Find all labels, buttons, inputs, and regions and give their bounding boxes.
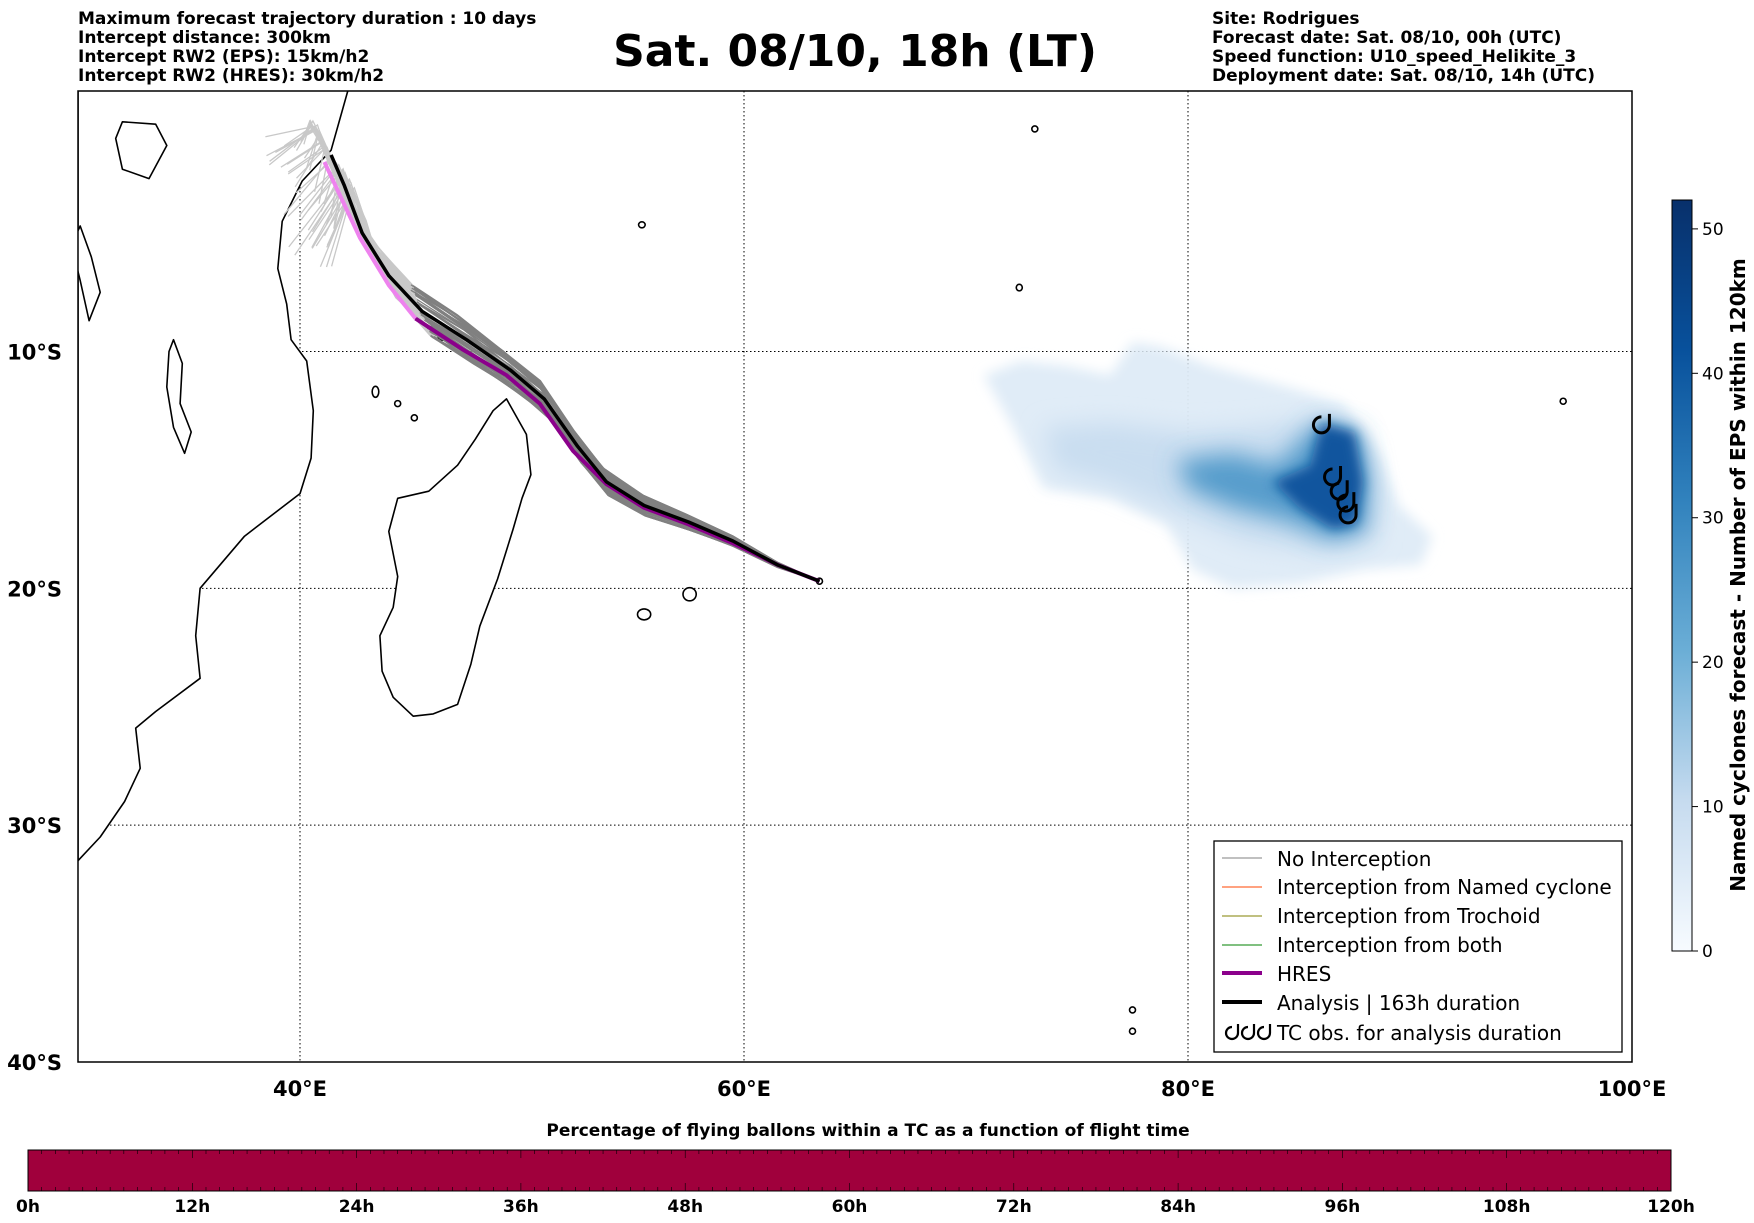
timebar-minor-ticks	[27, 1150, 1672, 1191]
flight-time-bar: Percentage of flying ballons within a TC…	[16, 1121, 1695, 1217]
timebar-tick-label: 36h	[503, 1197, 539, 1217]
eps-trajectory-early-segment	[307, 167, 429, 322]
legend-label: Interception from Trochoid	[1277, 904, 1541, 928]
amsterdam-island	[1128, 1006, 1137, 1014]
cyclone-core-area	[1272, 422, 1364, 530]
hres-track-line-late	[322, 161, 417, 320]
eps-trajectory-early-segment	[290, 127, 416, 293]
timebar-tick-labels: 0h 12h 24h 36h 48h 60h 72h 84h 96h 108h 120h	[16, 1197, 1695, 1217]
latitude-tick-label: 40°S	[7, 1051, 62, 1075]
header-right-line: Forecast date: Sat. 08/10, 00h (UTC)	[1212, 28, 1561, 48]
coastlines	[78, 91, 1567, 1036]
cyclone-symbol-icon	[1311, 413, 1331, 435]
legend-box	[1213, 840, 1623, 1053]
legend-label: TC obs. for analysis duration	[1276, 1021, 1562, 1045]
legend-label: Interception from both	[1277, 933, 1503, 957]
latitude-tick-label: 10°S	[7, 341, 62, 365]
colorbar-label: Named cyclones forecast - Number of EPS …	[1726, 258, 1750, 892]
cyclone-density-field	[983, 342, 1433, 589]
timebar-tick-label: 108h	[1483, 1197, 1531, 1217]
header-left-line: Intercept RW2 (HRES): 30km/h2	[78, 66, 384, 86]
cyclone-symbol-icon	[1240, 1024, 1256, 1041]
timebar-tick-label: 12h	[174, 1197, 210, 1217]
colorbar-tick-label: 10	[1702, 798, 1724, 818]
cocos-island	[1559, 397, 1567, 406]
timebar-tick-label: 60h	[832, 1197, 868, 1217]
header-left-line: Intercept distance: 300km	[78, 28, 331, 48]
lake-victoria-outline	[114, 121, 168, 180]
seychelles-island	[637, 221, 646, 229]
colorbar-tick-label: 50	[1702, 220, 1724, 240]
cyclone-symbol-icon	[1323, 466, 1343, 487]
tc-observations	[1311, 413, 1358, 525]
timebar-title: Percentage of flying ballons within a TC…	[546, 1121, 1189, 1141]
cyclone-symbol-icon	[1256, 1024, 1272, 1041]
header-right-line: Site: Rodrigues	[1212, 9, 1360, 29]
latitude-tick-label: 30°S	[7, 814, 62, 838]
gridlines	[78, 91, 1632, 1062]
colorbar-tick-label: 0	[1702, 942, 1713, 962]
colorbar-gradient	[1671, 199, 1693, 952]
colorbar-tick-label: 20	[1702, 653, 1724, 673]
lake-tanganyika-outline	[78, 225, 101, 322]
chagos-island	[1015, 283, 1024, 292]
map-frame	[77, 90, 1633, 1063]
analysis-track-line	[329, 154, 821, 583]
cyclone-symbol-icon	[1338, 503, 1358, 525]
longitude-tick-label: 60°E	[717, 1077, 771, 1101]
timebar-tick-label: 120h	[1647, 1197, 1695, 1217]
legend: No Interception Interception from Named …	[1213, 840, 1623, 1053]
header-right: Site: Rodrigues Forecast date: Sat. 08/1…	[1212, 9, 1595, 86]
timebar-tick-label: 72h	[996, 1197, 1032, 1217]
latitude-tick-labels: 10°S 20°S 30°S 40°S	[7, 341, 62, 1075]
timebar-tick-label: 24h	[339, 1197, 375, 1217]
latitude-tick-label: 20°S	[7, 577, 62, 601]
legend-label: Interception from Named cyclone	[1277, 875, 1612, 899]
colorbar-ticks: 0 10 20 30 40 50	[1692, 220, 1724, 962]
longitude-tick-label: 80°E	[1161, 1077, 1215, 1101]
map-area	[78, 91, 1632, 1062]
longitude-tick-labels: 40°E 60°E 80°E 100°E	[273, 1077, 1666, 1101]
mayotte-island	[410, 414, 419, 422]
timebar-tick-label: 84h	[1160, 1197, 1196, 1217]
eps-trajectory	[433, 337, 820, 582]
longitude-tick-label: 40°E	[273, 1077, 327, 1101]
timebar-tick-label: 0h	[16, 1197, 40, 1217]
st-paul-island	[1128, 1027, 1137, 1036]
header-left-line: Intercept RW2 (EPS): 15km/h2	[78, 47, 369, 67]
cyclone-colorbar: 0 10 20 30 40 50 Named cyclones forecast - Nu…	[1671, 199, 1750, 962]
longitude-tick-label: 100°E	[1598, 1077, 1667, 1101]
header-right-line: Speed function: U10_speed_Helikite_3	[1212, 47, 1576, 67]
mauritius-island	[682, 586, 698, 602]
legend-label: Analysis | 163h duration	[1277, 991, 1520, 1015]
comoros-island	[371, 385, 380, 399]
colorbar-tick-label: 40	[1702, 364, 1724, 384]
legend-label: No Interception	[1277, 847, 1431, 871]
cyclone-symbol-icon	[1224, 1024, 1240, 1041]
timebar-tick-label: 96h	[1325, 1197, 1361, 1217]
colorbar-tick-label: 30	[1702, 509, 1724, 529]
header-left-line: Maximum forecast trajectory duration : 1…	[78, 9, 536, 29]
eps-trajectory	[414, 291, 820, 582]
reunion-island	[636, 608, 652, 621]
madagascar-coastline	[379, 398, 532, 717]
lake-malawi-outline	[166, 338, 192, 455]
legend-label: HRES	[1277, 962, 1331, 986]
maldives-island	[1031, 125, 1039, 133]
timebar-tick-label: 48h	[667, 1197, 703, 1217]
header-left: Maximum forecast trajectory duration : 1…	[78, 9, 536, 86]
map-title: Sat. 08/10, 18h (LT)	[613, 26, 1097, 77]
cyclone-symbol-icon	[1336, 492, 1356, 513]
header-right-line: Deployment date: Sat. 08/10, 14h (UTC)	[1212, 66, 1595, 86]
comoros-island	[393, 399, 402, 408]
legend-swatch-tc-obs-icon	[1224, 1024, 1272, 1041]
analysis-track	[329, 154, 821, 583]
